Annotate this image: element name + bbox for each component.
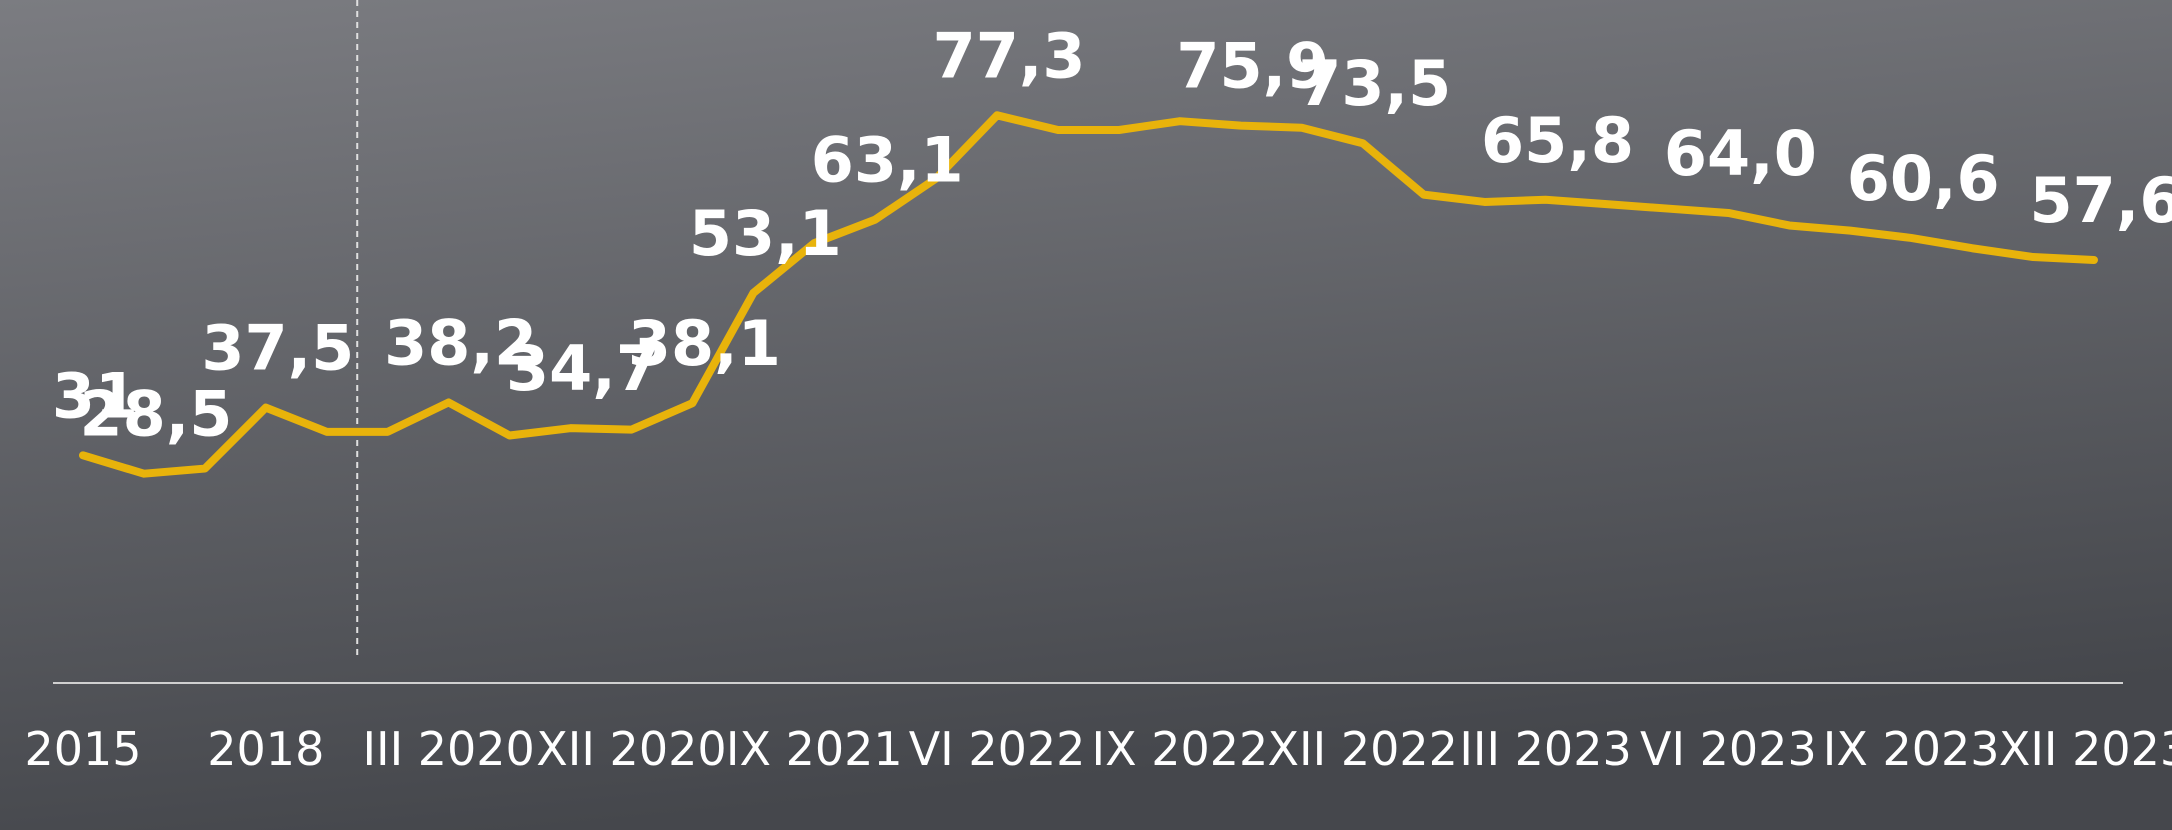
x-tick-label: 2018	[207, 722, 324, 776]
data-label: 53,1	[689, 197, 842, 270]
x-tick-label: IX 2021	[726, 722, 903, 776]
x-tick-label: III 2020	[362, 722, 534, 776]
series-line	[79, 111, 2098, 478]
x-tick-label: 2015	[24, 722, 141, 776]
x-tick-label: IX 2022	[1092, 722, 1269, 776]
data-label: 28,5	[79, 378, 232, 451]
x-tick-label: VI 2022	[909, 722, 1086, 776]
x-tick-label: XII 2020	[536, 722, 726, 776]
data-label: 57,6	[2030, 164, 2172, 237]
data-label: 38,2	[384, 306, 537, 379]
x-tick-label: III 2023	[1459, 722, 1631, 776]
data-label: 75,9	[1176, 30, 1329, 103]
x-tick-label: VI 2023	[1640, 722, 1817, 776]
data-label: 60,6	[1847, 142, 2000, 215]
data-label: 63,1	[811, 124, 964, 197]
data-label: 73,5	[1298, 47, 1451, 120]
data-label: 64,0	[1664, 117, 1817, 190]
data-label: 65,8	[1481, 104, 1634, 177]
x-tick-label: IX 2023	[1823, 722, 2000, 776]
data-label: 31	[52, 359, 138, 432]
data-label: 38,1	[628, 307, 781, 380]
data-label: 34,7	[506, 332, 659, 405]
x-tick-label: XII 2023	[1999, 722, 2172, 776]
x-tick-label: XII 2022	[1268, 722, 1458, 776]
data-label: 77,3	[933, 19, 1086, 92]
data-label: 37,5	[201, 312, 354, 385]
